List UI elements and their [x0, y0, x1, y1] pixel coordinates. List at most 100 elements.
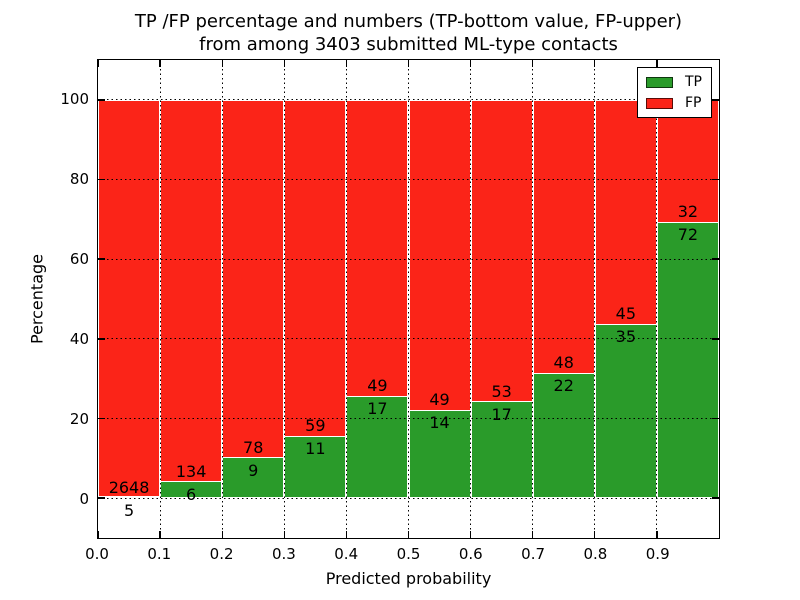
- x-tick-label: 0.1: [147, 545, 172, 563]
- bar-bin: [532, 99, 595, 499]
- bar-bin: [656, 99, 719, 499]
- x-tick-mark: [531, 60, 534, 67]
- bar-segment-fp: [160, 99, 223, 482]
- tp-value-label: 22: [553, 376, 574, 396]
- fp-value-label: 45: [615, 304, 637, 323]
- fp-value-label: 32: [677, 202, 699, 222]
- value-labels-layer: 2648 5 134 6 78 9 59 11 49 17 49 14 53 17 48 22 45 35 32 72: [98, 60, 719, 538]
- y-tick-mark: [712, 338, 719, 340]
- fp-value-label: 49: [429, 390, 450, 410]
- x-tick-mark: [159, 60, 161, 67]
- x-tick-mark: [407, 60, 410, 67]
- tp-value-label: 6: [186, 484, 197, 504]
- gridline-horizontal: [98, 99, 719, 101]
- x-tick-mark: [283, 60, 285, 67]
- bar-segment-tp: [656, 222, 719, 499]
- x-tick-label: 0.6: [458, 545, 483, 563]
- x-tick-mark: [594, 60, 596, 67]
- gridline-vertical: [470, 60, 472, 538]
- gridline-horizontal: [98, 418, 719, 419]
- tp-value-label: 72: [677, 225, 699, 245]
- x-tick-label: 0.3: [271, 545, 296, 563]
- bar-segment-tp: [594, 323, 657, 499]
- fp-value-label: 49: [367, 375, 388, 395]
- legend: TP FP: [637, 67, 712, 118]
- x-tick-label: 0.5: [396, 545, 421, 563]
- gridline-horizontal: [98, 497, 719, 499]
- bar-bin: [284, 99, 347, 499]
- bar-bin: [470, 99, 533, 499]
- legend-label-tp: TP: [685, 74, 702, 90]
- x-tick-mark: [97, 60, 99, 67]
- chart-title-line2: from among 3403 submitted ML-type contac…: [199, 34, 618, 55]
- x-tick-label: 0.2: [209, 545, 234, 563]
- tp-value-label: 5: [123, 501, 135, 521]
- x-tick-mark: [283, 531, 285, 538]
- y-tick-labels: 0 20 40 60 80 100: [0, 59, 89, 539]
- grid-layer: [98, 60, 719, 538]
- x-tick-mark: [345, 531, 348, 538]
- bar-segment-tp: [346, 395, 409, 499]
- bar-segment-fp: [656, 99, 719, 223]
- fp-color-swatch: [646, 97, 673, 109]
- x-tick-mark: [159, 531, 161, 538]
- tp-color-swatch: [646, 76, 673, 88]
- bar-bin: [408, 99, 471, 499]
- x-tick-label: 0.7: [521, 545, 546, 563]
- tp-value-label: 14: [429, 413, 450, 433]
- gridline-vertical: [221, 60, 223, 538]
- gridline-vertical: [656, 60, 658, 538]
- y-tick-label: 20: [69, 410, 89, 428]
- gridline-vertical: [408, 60, 409, 538]
- x-axis-label: Predicted probability: [325, 569, 492, 588]
- gridline-vertical: [345, 60, 347, 538]
- chart-title-line1: TP /FP percentage and numbers (TP-bottom…: [134, 11, 683, 32]
- y-tick-mark: [98, 417, 105, 420]
- legend-item-fp: FP: [646, 96, 702, 110]
- y-tick-mark: [712, 417, 719, 420]
- bar-segment-fp: [98, 99, 161, 498]
- bar-bin: [222, 99, 285, 499]
- x-tick-mark: [221, 60, 223, 67]
- fp-value-label: 48: [553, 353, 574, 373]
- gridline-vertical: [532, 60, 534, 538]
- x-tick-mark: [97, 531, 99, 538]
- gridline-horizontal: [98, 338, 719, 340]
- y-tick-label: 80: [69, 170, 89, 188]
- gridline-vertical: [594, 60, 596, 538]
- x-tick-label: 0.9: [645, 545, 670, 563]
- x-tick-mark: [656, 60, 658, 67]
- fp-value-label: 53: [491, 381, 512, 401]
- gridline-horizontal: [98, 258, 719, 260]
- x-tick-mark: [345, 60, 348, 67]
- fp-value-label: 134: [175, 461, 207, 481]
- y-tick-mark: [98, 99, 105, 101]
- bar-segment-fp: [346, 99, 409, 396]
- bar-segment-tp: [222, 456, 285, 499]
- bar-segment-fp: [408, 99, 471, 410]
- bar-segment-fp: [284, 99, 347, 436]
- x-tick-mark: [594, 531, 596, 538]
- y-tick-mark: [98, 497, 105, 499]
- legend-item-tp: TP: [646, 75, 702, 89]
- y-tick-label: 0: [79, 489, 89, 508]
- y-tick-mark: [712, 99, 719, 101]
- gridline-vertical: [159, 60, 161, 538]
- y-tick-mark: [712, 258, 719, 260]
- tp-value-label: 9: [248, 460, 259, 480]
- tp-value-label: 17: [367, 398, 388, 418]
- bar-bin: [594, 99, 657, 499]
- tick-marks-layer: [97, 60, 719, 538]
- fp-value-label: 78: [243, 437, 264, 457]
- gridline-vertical: [283, 60, 285, 538]
- x-tick-label: 0.8: [583, 545, 608, 563]
- y-tick-label: 100: [60, 89, 89, 108]
- legend-label-fp: FP: [685, 95, 702, 111]
- y-tick-mark: [98, 178, 105, 181]
- y-tick-mark: [712, 497, 719, 499]
- tp-value-label: 35: [615, 327, 637, 346]
- y-tick-mark: [712, 178, 719, 181]
- bar-segment-fp: [532, 99, 595, 373]
- y-tick-label: 40: [69, 330, 89, 348]
- x-tick-mark: [531, 531, 534, 538]
